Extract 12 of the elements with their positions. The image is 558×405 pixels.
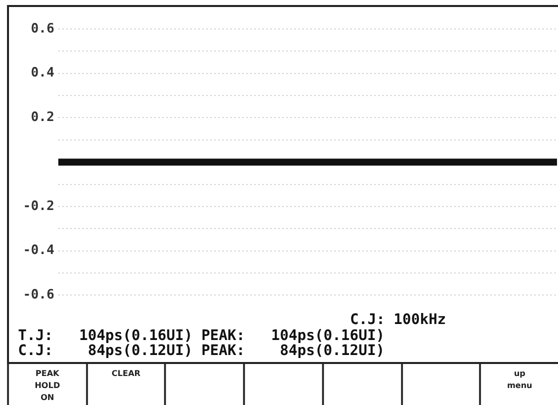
y-tick-label: 0.4 [30, 66, 54, 81]
y-tick-label: -0.2 [22, 198, 54, 214]
text: T.J: 104ps(0.16UI) PEAK: 104ps(0.16UI) [18, 328, 385, 344]
y-tick-label: 0.6 [30, 21, 54, 36]
text: C.J: 100kHz [350, 312, 446, 328]
text: C.J: 84ps(0.12UI) PEAK: 84ps(0.12UI) [18, 343, 385, 359]
text: CLEAR [86, 364, 164, 405]
text: PEAK HOLD ON [7, 364, 86, 405]
y-tick-label: -0.4 [22, 243, 54, 258]
y-tick-label: -0.6 [22, 288, 54, 303]
y-tick-label: 0.2 [30, 110, 54, 126]
text: up menu [479, 364, 558, 405]
